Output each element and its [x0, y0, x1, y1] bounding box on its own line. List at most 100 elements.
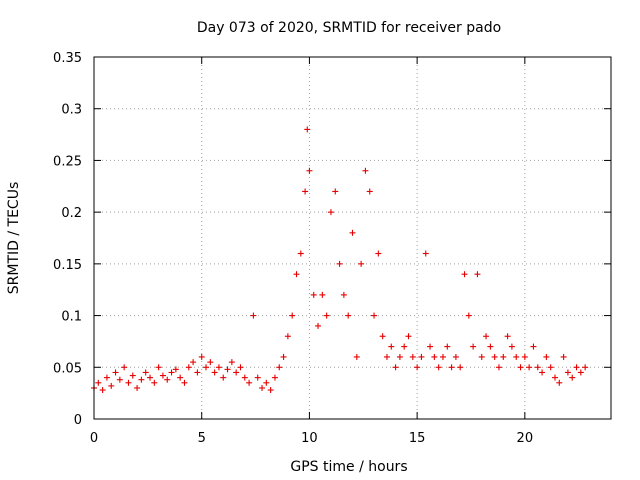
- data-point: [190, 359, 197, 366]
- data-point: [220, 374, 227, 381]
- x-axis-label: GPS time / hours: [290, 459, 407, 475]
- data-point: [375, 250, 382, 257]
- data-point: [289, 312, 296, 319]
- data-point: [371, 312, 378, 319]
- data-point: [539, 369, 546, 376]
- data-point: [241, 374, 248, 381]
- data-point: [211, 369, 218, 376]
- data-point: [513, 353, 520, 360]
- data-point: [116, 376, 123, 383]
- data-point: [284, 333, 291, 340]
- data-point: [418, 353, 425, 360]
- data-point: [577, 369, 584, 376]
- data-point: [564, 369, 571, 376]
- data-point: [134, 384, 141, 391]
- data-point: [457, 364, 464, 371]
- data-point: [495, 364, 502, 371]
- data-point: [556, 379, 563, 386]
- data-point: [414, 364, 421, 371]
- data-point: [155, 364, 162, 371]
- axis-ticks: 0 0.05 0.1 0.15 0.2 0.25 0.3 0.35 0 5 10 15 20: [53, 51, 611, 446]
- data-point: [392, 364, 399, 371]
- data-point: [168, 369, 175, 376]
- data-point: [379, 333, 386, 340]
- data-point: [336, 260, 343, 267]
- data-point: [560, 353, 567, 360]
- y-tick-label: 0.05: [53, 361, 82, 376]
- x-tick-label: 20: [517, 431, 534, 446]
- data-point: [427, 343, 434, 350]
- data-point: [246, 379, 253, 386]
- data-point: [521, 353, 528, 360]
- data-point: [172, 366, 179, 373]
- x-tick-label: 15: [409, 431, 426, 446]
- data-point: [465, 312, 472, 319]
- data-point: [327, 209, 334, 216]
- data-point: [340, 291, 347, 298]
- data-point: [215, 364, 222, 371]
- data-point: [508, 343, 515, 350]
- data-point: [452, 353, 459, 360]
- data-point: [181, 379, 188, 386]
- data-point: [500, 353, 507, 360]
- data-point: [138, 376, 145, 383]
- data-point: [99, 387, 106, 394]
- data-point: [297, 250, 304, 257]
- data-point: [504, 333, 511, 340]
- y-tick-label: 0.25: [53, 154, 82, 169]
- data-point: [517, 364, 524, 371]
- data-point: [487, 343, 494, 350]
- data-point: [383, 353, 390, 360]
- y-tick-label: 0.2: [61, 206, 82, 221]
- x-tick-label: 0: [90, 431, 98, 446]
- data-point: [159, 372, 166, 379]
- y-axis-label: SRMTID / TECUs: [6, 182, 22, 295]
- data-point: [129, 372, 136, 379]
- data-point: [547, 364, 554, 371]
- data-point: [366, 188, 373, 195]
- data-point: [310, 291, 317, 298]
- data-point: [259, 384, 266, 391]
- data-point: [280, 353, 287, 360]
- x-tick-label: 5: [198, 431, 206, 446]
- data-point: [125, 379, 132, 386]
- data-point: [431, 353, 438, 360]
- x-tick-label: 10: [301, 431, 318, 446]
- data-point: [358, 260, 365, 267]
- data-point: [353, 353, 360, 360]
- data-point: [263, 379, 270, 386]
- data-point: [237, 364, 244, 371]
- data-point: [147, 374, 154, 381]
- data-point: [151, 379, 158, 386]
- data-point: [409, 353, 416, 360]
- data-point: [293, 271, 300, 278]
- data-point: [207, 359, 214, 366]
- y-tick-label: 0.1: [61, 310, 82, 325]
- data-point: [345, 312, 352, 319]
- y-tick-label: 0.15: [53, 258, 82, 273]
- data-point: [551, 374, 558, 381]
- data-point: [582, 364, 589, 371]
- data-point: [435, 364, 442, 371]
- data-point: [177, 374, 184, 381]
- data-point: [474, 271, 481, 278]
- data-point: [112, 369, 119, 376]
- data-point: [228, 359, 235, 366]
- data-point: [103, 374, 110, 381]
- plot-frame: [93, 56, 612, 420]
- data-point: [142, 369, 149, 376]
- data-point: [396, 353, 403, 360]
- data-point: [276, 364, 283, 371]
- data-point: [95, 379, 102, 386]
- data-point: [569, 374, 576, 381]
- data-points: [91, 126, 589, 394]
- data-point: [185, 364, 192, 371]
- data-point: [224, 366, 231, 373]
- data-point: [332, 188, 339, 195]
- data-point: [401, 343, 408, 350]
- data-point: [121, 364, 128, 371]
- data-point: [304, 126, 311, 133]
- data-point: [478, 353, 485, 360]
- data-point: [388, 343, 395, 350]
